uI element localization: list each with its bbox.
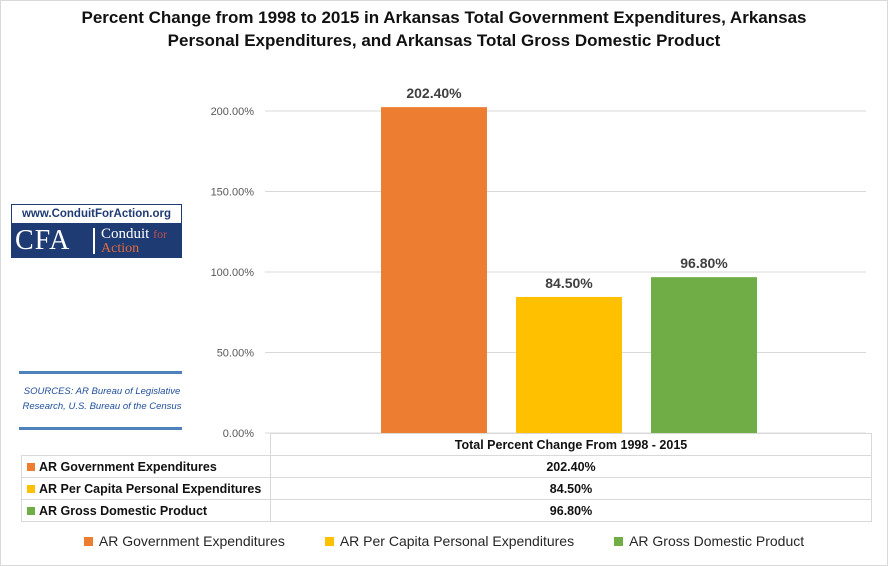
sources-divider-bottom bbox=[19, 427, 182, 430]
swatch-gov bbox=[27, 462, 35, 471]
row-value-personal: 84.50% bbox=[270, 477, 872, 500]
data-table-row: AR Per Capita Personal Expenditures 84.5… bbox=[21, 477, 872, 500]
legend: AR Government Expenditures AR Per Capita… bbox=[0, 533, 888, 549]
data-table-row: AR Government Expenditures 202.40% bbox=[21, 455, 872, 478]
cfa-logo: CFA Conduit for Action bbox=[11, 224, 182, 258]
sources-line-1: SOURCES: AR Bureau of Legislative bbox=[23, 386, 181, 397]
y-tick-label: 100.00% bbox=[211, 267, 255, 279]
data-table-header: Total Percent Change From 1998 - 2015 bbox=[270, 433, 872, 456]
row-value-gdp: 96.80% bbox=[270, 499, 872, 522]
legend-item-gdp: AR Gross Domestic Product bbox=[614, 533, 804, 549]
data-table-row: AR Gross Domestic Product 96.80% bbox=[21, 499, 872, 522]
swatch-personal bbox=[27, 484, 35, 493]
cfa-badge: www.ConduitForAction.org CFA Conduit for… bbox=[11, 204, 182, 258]
swatch-gdp bbox=[27, 506, 35, 515]
legend-swatch-gdp bbox=[614, 536, 624, 546]
badge-url: www.ConduitForAction.org bbox=[11, 204, 182, 224]
sources-divider-top bbox=[19, 371, 182, 374]
chart-title-line-1: Percent Change from 1998 to 2015 in Arka… bbox=[81, 8, 807, 27]
bar bbox=[516, 296, 622, 433]
logo-line-2: Action bbox=[101, 241, 140, 256]
data-label: 96.80% bbox=[680, 255, 728, 271]
y-tick-label: 150.00% bbox=[211, 187, 255, 199]
chart-title: Percent Change from 1998 to 2015 in Arka… bbox=[40, 6, 848, 52]
legend-swatch-gov bbox=[83, 536, 93, 546]
row-value-gov: 202.40% bbox=[270, 455, 872, 478]
logo-conduit: Conduit bbox=[101, 226, 150, 242]
y-tick-label: 200.00% bbox=[211, 106, 255, 118]
sources-line-2: Research, U.S. Bureau of the Census bbox=[22, 401, 182, 412]
legend-label-gdp: AR Gross Domestic Product bbox=[629, 533, 805, 549]
logo-abbr: CFA bbox=[15, 225, 71, 256]
chart-title-line-2: Personal Expenditures, and Arkansas Tota… bbox=[167, 31, 721, 50]
logo-line-1: Conduit for bbox=[101, 227, 167, 242]
row-label-gov: AR Government Expenditures bbox=[39, 459, 217, 474]
row-label-gdp: AR Gross Domestic Product bbox=[39, 503, 208, 518]
y-tick-label: 50.00% bbox=[217, 348, 255, 360]
legend-item-gov: AR Government Expenditures bbox=[83, 533, 285, 549]
data-label: 202.40% bbox=[406, 85, 462, 101]
bar bbox=[381, 107, 487, 434]
legend-swatch-personal bbox=[324, 536, 334, 546]
sources-note: SOURCES: AR Bureau of Legislative Resear… bbox=[17, 384, 187, 414]
legend-label-personal: AR Per Capita Personal Expenditures bbox=[339, 533, 575, 549]
row-label-personal: AR Per Capita Personal Expenditures bbox=[39, 481, 262, 496]
legend-label-gov: AR Government Expenditures bbox=[98, 533, 285, 549]
legend-item-personal: AR Per Capita Personal Expenditures bbox=[324, 533, 575, 549]
bar bbox=[651, 277, 757, 433]
logo-separator bbox=[93, 228, 95, 254]
bars bbox=[381, 107, 757, 434]
data-table-header-row: Total Percent Change From 1998 - 2015 bbox=[21, 433, 872, 456]
y-axis-ticks: 0.00%50.00%100.00%150.00%200.00% bbox=[211, 106, 255, 440]
data-labels: 202.40% 84.50% 96.80% bbox=[406, 85, 728, 291]
data-label: 84.50% bbox=[545, 275, 593, 291]
logo-for: for bbox=[153, 227, 168, 241]
data-table: Total Percent Change From 1998 - 2015 AR… bbox=[21, 433, 872, 522]
